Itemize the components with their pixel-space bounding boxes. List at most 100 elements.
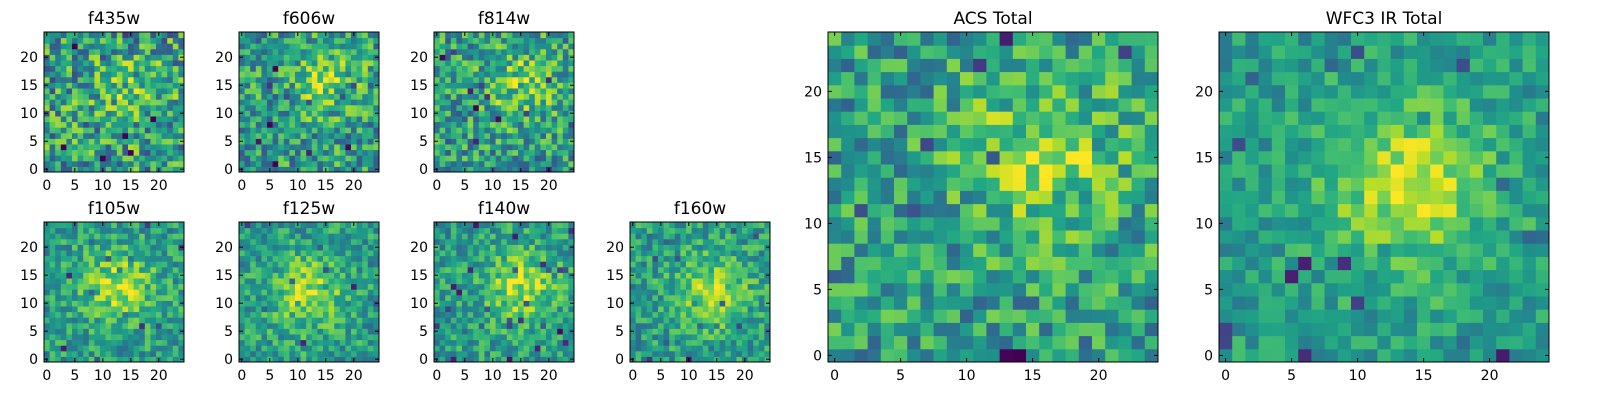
heatmap-cell [1131,309,1146,323]
heatmap-cell [77,339,84,346]
heatmap-cell [456,127,463,134]
heatmap-cell [94,54,101,61]
heatmap-cell [105,121,112,128]
heatmap-cell [300,127,307,134]
heatmap-cell [150,311,157,318]
heatmap-cell [172,76,179,83]
heatmap-cell [880,243,895,257]
heatmap-cell [557,339,564,346]
heatmap-cell [562,149,569,156]
heatmap-cell [518,88,525,95]
heatmap-cell [551,350,558,357]
heatmap-cell [339,294,346,301]
heatmap-cell [708,255,715,262]
heatmap-cell [128,334,135,341]
heatmap-cell [55,155,62,162]
heatmap-cell [255,289,262,296]
heatmap-cell [557,266,564,273]
heatmap-cell [339,334,346,341]
heatmap-cell [946,203,961,218]
heatmap-cell [144,60,151,67]
heatmap-cell [88,121,95,128]
heatmap-cell [278,244,285,251]
heatmap-cell [518,294,525,301]
heatmap-cell [161,110,168,117]
heatmap-cell [339,110,346,117]
heatmap-cell [122,328,129,335]
heatmap-cell [1039,348,1053,363]
heatmap-cell [116,261,123,268]
heatmap-cell [128,116,135,123]
heatmap-cell [60,144,67,151]
heatmap-cell [289,278,296,285]
heatmap-cell [450,334,457,341]
heatmap-cell [478,356,485,363]
heatmap-cell [367,127,374,134]
heatmap-cell [518,93,525,100]
heatmap-cell [742,244,749,251]
heatmap-cell [445,144,452,151]
heatmap-cell [72,283,79,290]
heatmap-cell [144,222,151,229]
heatmap-cell [484,350,491,357]
heatmap-cell [161,222,168,229]
heatmap-cell [473,43,480,50]
heatmap-cell [272,339,279,346]
heatmap-cell [747,328,754,335]
heatmap-cell [894,230,908,244]
heatmap-cell [501,121,508,128]
heatmap-cell [255,328,262,335]
heatmap-cell [562,328,569,335]
heatmap-cell [646,322,653,329]
heatmap-cell [467,60,474,67]
heatmap-cell [362,250,369,257]
heatmap-cell [345,71,352,78]
heatmap-cell [439,300,446,307]
heatmap-cell [1065,335,1080,350]
heatmap-cell [445,261,452,268]
heatmap-cell [250,294,257,301]
heatmap-cell [167,356,174,363]
heatmap-cell [345,155,352,162]
heatmap-cell [362,65,369,72]
heatmap-cell [450,121,457,128]
heatmap-cell [278,43,285,50]
heatmap-cell [55,278,62,285]
heatmap-cell [88,350,95,357]
heatmap-cell [255,32,262,39]
heatmap-cell [719,339,726,346]
heatmap-cell [506,93,513,100]
heatmap-cell [283,222,290,229]
heatmap-cell [250,250,257,257]
heatmap-cell [267,99,274,106]
heatmap-cell [518,339,525,346]
heatmap-cell [658,227,665,234]
heatmap-cell [1065,296,1080,310]
heatmap-cell [105,350,112,357]
heatmap-cell [88,82,95,89]
heatmap-cell [736,328,743,335]
heatmap-cell [339,43,346,50]
heatmap-cell [244,37,251,44]
heatmap-cell [880,322,895,337]
heatmap-cell [551,110,558,117]
heatmap-cell [546,48,553,55]
heatmap-cell [122,166,129,173]
heatmap-cell [66,132,73,139]
heatmap-cell [122,317,129,324]
heatmap-cell [283,334,290,341]
heatmap-cell [478,54,485,61]
heatmap-cell [334,250,341,257]
y-tick-label: 0 [29,162,38,178]
heatmap-cell [708,339,715,346]
heatmap-cell [116,60,123,67]
heatmap-cell [323,244,330,251]
heatmap-cell [72,132,79,139]
x-tick-label: 5 [70,368,79,384]
heatmap-cell [867,216,882,231]
heatmap-cell [523,71,530,78]
heatmap-cell [523,99,530,106]
heatmap-cell [1078,296,1093,310]
heatmap-cell [72,65,79,72]
heatmap-cell [295,255,302,262]
